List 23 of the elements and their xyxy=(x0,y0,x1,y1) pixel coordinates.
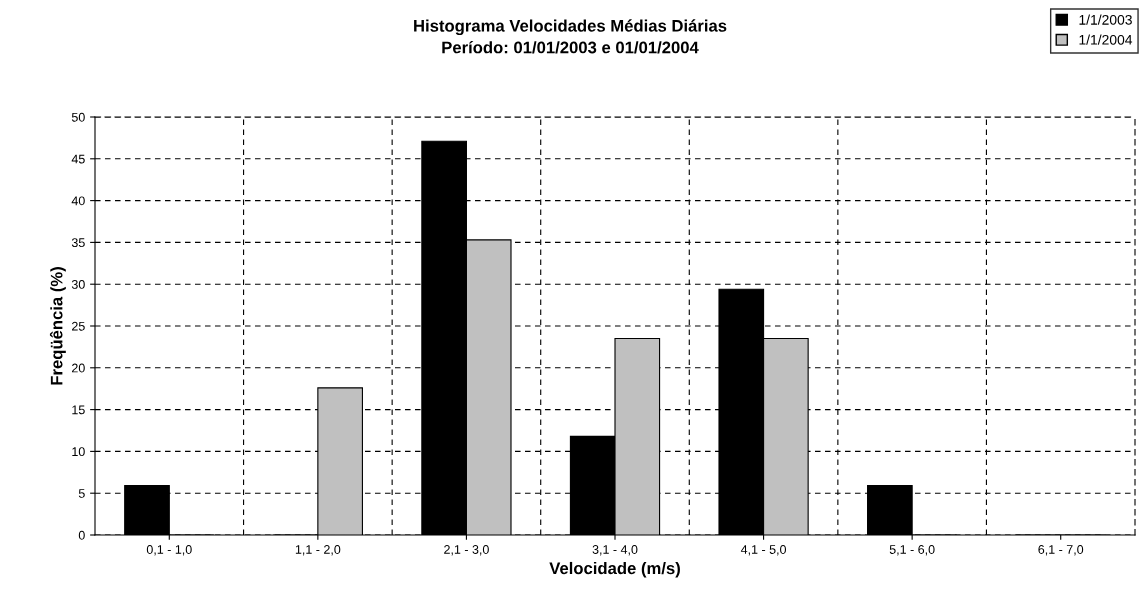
x-tick-label: 1,1 - 2,0 xyxy=(295,545,341,556)
x-tick-label: 2,1 - 3,0 xyxy=(444,545,489,556)
legend-label: 1/1/2004 xyxy=(1079,34,1133,45)
y-tick-label: 15 xyxy=(72,405,85,415)
y-tick-label: 20 xyxy=(72,363,85,373)
y-tick-label: 10 xyxy=(72,447,85,457)
y-tick-label: 45 xyxy=(71,154,85,164)
y-tick-label: 25 xyxy=(72,321,85,331)
y-tick-label: 0 xyxy=(78,530,85,540)
y-tick-label: 50 xyxy=(71,112,85,122)
x-tick-label: 0,1 - 1,0 xyxy=(146,545,192,556)
y-tick-label: 40 xyxy=(71,196,85,206)
x-tick-label: 3,1 - 4,0 xyxy=(592,545,638,556)
y-tick-label: 30 xyxy=(71,280,85,289)
y-axis-title: Freqüência (%) xyxy=(49,267,66,385)
y-tick-label: 5 xyxy=(78,489,85,498)
x-tick-label: 4,1 - 5,0 xyxy=(740,545,787,556)
x-axis-title: Velocidade (m/s) xyxy=(549,561,680,578)
chart-title: Histograma Velocidades Médias Diárias Período: 01/01/2003 e 01/01/2004 xyxy=(414,19,727,54)
x-tick-label: 5,1 - 6,0 xyxy=(889,545,935,556)
legend-label: 1/1/2003 xyxy=(1079,14,1132,25)
y-tick-label: 35 xyxy=(71,238,85,248)
x-tick-label: 6,1 - 7,0 xyxy=(1038,545,1084,556)
